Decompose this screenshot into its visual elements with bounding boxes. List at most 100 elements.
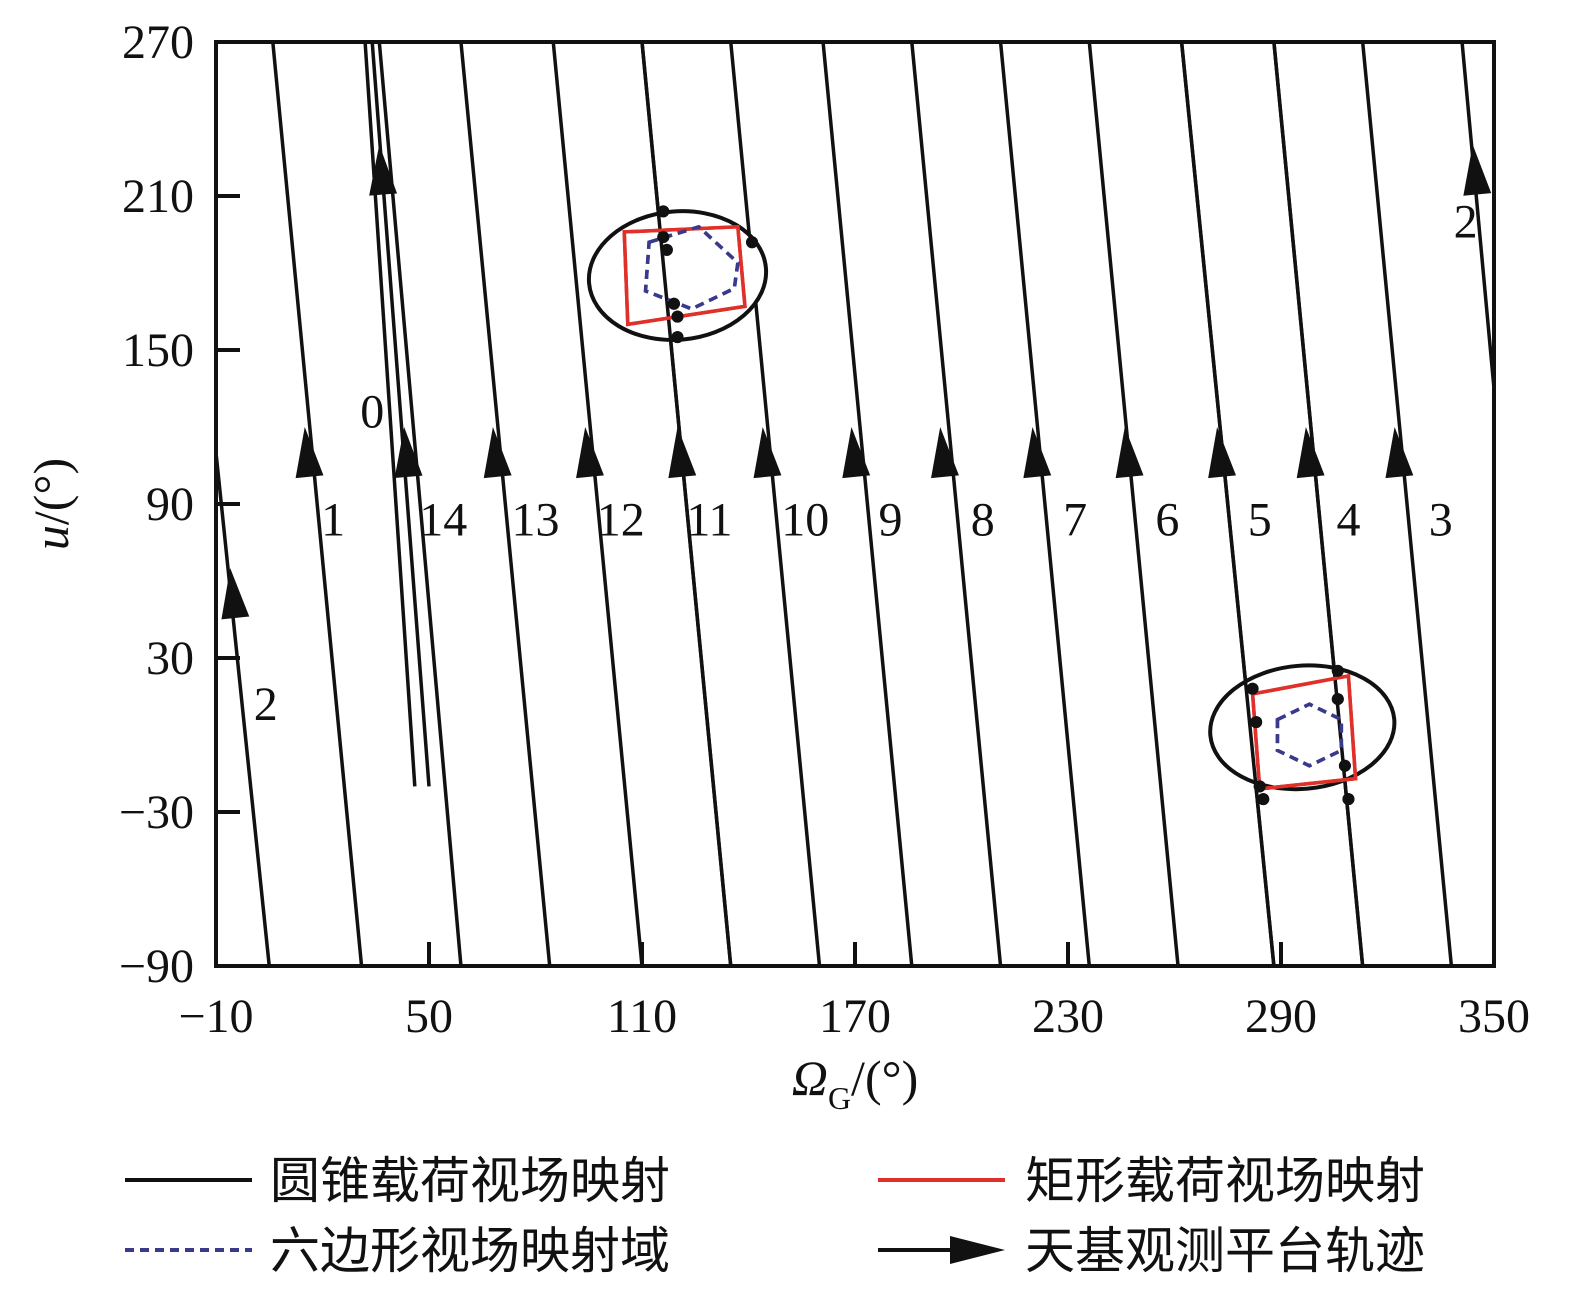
track-label: 1	[321, 493, 345, 546]
track-line-overlay	[1272, 42, 1365, 966]
track-line	[1087, 42, 1180, 966]
track-arrow	[576, 427, 604, 479]
rect-fov-quad	[622, 224, 747, 327]
legend-item-track: 天基观测平台轨迹	[878, 1222, 1425, 1280]
track-line	[551, 42, 644, 966]
cone-fov-ellipse	[1208, 663, 1397, 792]
track-label: 9	[879, 493, 903, 546]
track-arrow	[1296, 427, 1325, 479]
track-label: 13	[512, 493, 560, 546]
legend-label-track: 天基观测平台轨迹	[1025, 1222, 1425, 1280]
track-arrow	[1115, 427, 1144, 479]
intersection-point	[671, 331, 684, 344]
hex-fov-domain	[1275, 702, 1344, 768]
track-arrow	[483, 427, 512, 479]
intersection-point	[667, 297, 680, 310]
track-line	[377, 42, 463, 966]
x-axis-subscript: G	[828, 1080, 851, 1116]
y-tick-label: −30	[119, 786, 194, 839]
track-line	[271, 42, 364, 966]
track-arrow	[1023, 427, 1052, 479]
track-label: 7	[1063, 493, 1087, 546]
track-label: 3	[1429, 493, 1453, 546]
track-line	[216, 452, 271, 966]
hex-fov-domain	[643, 224, 740, 311]
track-line	[998, 42, 1092, 966]
track-label: 2	[254, 678, 278, 731]
track-label: 14	[419, 493, 467, 546]
x-axis-title: ΩG/(°)	[792, 1050, 918, 1116]
intersection-point	[1338, 759, 1351, 772]
track-label: 11	[686, 493, 732, 546]
intersection-point	[1250, 716, 1263, 729]
intersection-point	[660, 243, 673, 256]
track-line	[1360, 42, 1454, 966]
x-tick-label: 290	[1245, 990, 1317, 1043]
track-arrow	[1463, 144, 1492, 196]
track-arrow	[931, 427, 959, 479]
track-arrow	[753, 427, 782, 479]
region-upper-overlay	[622, 205, 759, 344]
track-arrow	[842, 427, 871, 479]
x-tick-label: 230	[1032, 990, 1104, 1043]
track-label: 2	[1454, 196, 1478, 249]
intersection-point	[657, 205, 670, 218]
track-line	[1460, 42, 1494, 389]
intersection-point	[657, 231, 670, 244]
track-label: 5	[1248, 493, 1272, 546]
intersection-point	[671, 310, 684, 323]
y-tick-label: −90	[119, 940, 194, 993]
x-axis-symbol: Ω	[792, 1050, 828, 1106]
region-lower-overlay	[1246, 664, 1358, 806]
legend-item-rect: 矩形载荷视场映射	[878, 1152, 1425, 1210]
intersection-point	[746, 236, 759, 249]
y-tick-label: 90	[146, 478, 194, 531]
track-label: 6	[1155, 493, 1179, 546]
track-label: 4	[1336, 493, 1360, 546]
cone-fov-ellipse	[586, 209, 769, 342]
legend-item-hex: 六边形视场映射域	[125, 1222, 670, 1280]
y-axis-symbol: u	[23, 525, 79, 550]
track-arrow	[295, 427, 324, 479]
intersection-point	[1253, 780, 1266, 793]
legend: 圆锥载荷视场映射 矩形载荷视场映射 六边形视场映射域 天基观测平台轨迹	[125, 1152, 1425, 1280]
x-tick-label: −10	[178, 990, 253, 1043]
track-label: 10	[781, 493, 829, 546]
track-label: 8	[971, 493, 995, 546]
x-tick-label: 110	[607, 990, 677, 1043]
x-tick-label: 170	[819, 990, 891, 1043]
x-tick-label: 350	[1458, 990, 1530, 1043]
legend-swatch-track-arrow	[950, 1236, 1005, 1264]
track-label: 0	[360, 386, 384, 439]
legend-label-cone: 圆锥载荷视场映射	[270, 1152, 670, 1210]
track-line	[729, 42, 822, 966]
track-label: 12	[597, 493, 645, 546]
intersection-point	[1331, 664, 1344, 677]
y-axis-title: u/(°)	[23, 458, 79, 550]
y-tick-label: 30	[146, 632, 194, 685]
y-axis-unit: /(°)	[23, 458, 79, 525]
rect-fov-quad	[1250, 673, 1358, 791]
intersection-point	[1342, 793, 1355, 806]
legend-item-cone: 圆锥载荷视场映射	[125, 1152, 670, 1210]
x-tick-label: 50	[405, 990, 453, 1043]
track-arrow	[1385, 427, 1414, 479]
track-line	[459, 42, 552, 966]
track-line-overlay	[1179, 42, 1276, 966]
track-line-overlay	[640, 42, 733, 966]
legend-label-hex: 六边形视场映射域	[270, 1222, 670, 1280]
y-tick-label: 150	[122, 324, 194, 377]
track-line	[910, 42, 1003, 966]
intersection-point	[1257, 793, 1270, 806]
intersection-point	[1331, 693, 1344, 706]
intersection-point	[1246, 682, 1259, 695]
track-arrow	[221, 568, 250, 620]
y-tick-label: 270	[122, 16, 194, 69]
legend-label-rect: 矩形载荷视场映射	[1025, 1152, 1425, 1210]
x-axis-unit: /(°)	[851, 1050, 918, 1106]
track-arrow	[394, 427, 423, 479]
track-line	[363, 42, 417, 787]
